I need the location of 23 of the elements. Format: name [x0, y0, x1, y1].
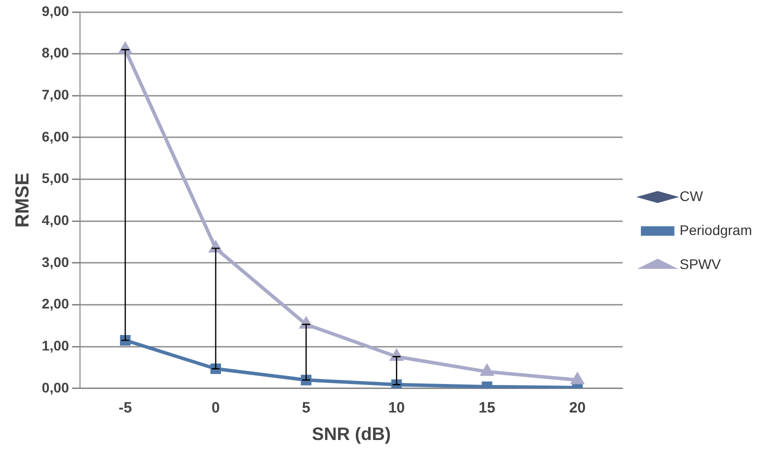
y-tick-label: 3,00 [42, 254, 70, 270]
x-tick-label: 0 [212, 400, 220, 417]
x-tick-label: 10 [388, 400, 405, 417]
y-tick-label: 6,00 [42, 128, 70, 144]
x-axis-title: SNR (dB) [312, 424, 391, 444]
x-tick-label: -5 [118, 400, 132, 417]
y-tick-label: 2,00 [42, 296, 70, 312]
x-tick-label: 15 [478, 400, 496, 417]
y-tick-label: 7,00 [42, 86, 70, 103]
x-tick-label: 20 [569, 400, 586, 417]
y-axis-title: RMSE [12, 172, 34, 228]
y-tick-label: 0,00 [42, 379, 70, 396]
legend-label: SPWV [680, 256, 722, 272]
y-tick-label: 4,00 [42, 212, 70, 228]
y-tick-label: 5,00 [42, 170, 70, 186]
point [571, 373, 584, 384]
x-tick-label: 5 [302, 400, 310, 417]
y-tick-label: 9,00 [42, 2, 70, 19]
point [480, 364, 494, 376]
y-tick-label: 1,00 [42, 337, 70, 354]
legend-label: Periodgram [680, 222, 752, 238]
y-tick-label: 8,00 [42, 44, 70, 61]
legend-label: CW [680, 188, 704, 204]
